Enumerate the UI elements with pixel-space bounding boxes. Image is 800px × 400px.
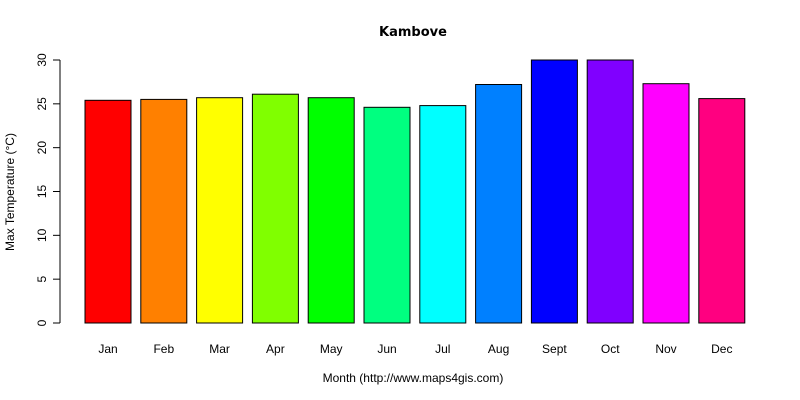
y-tick-label: 10 bbox=[35, 228, 49, 242]
x-tick-label: Jul bbox=[435, 342, 450, 356]
y-axis: 0 5 10 15 20 25 30 bbox=[35, 53, 61, 326]
y-tick-label: 0 bbox=[35, 319, 49, 326]
y-tick-label: 15 bbox=[35, 185, 49, 199]
x-tick-label: Jan bbox=[98, 342, 117, 356]
bar-jul bbox=[419, 105, 467, 324]
x-axis-label: Month (http://www.maps4gis.com) bbox=[323, 371, 504, 385]
x-tick-label: Nov bbox=[655, 342, 676, 356]
y-tick-label: 20 bbox=[35, 141, 49, 155]
x-tick-label: Aug bbox=[488, 342, 509, 356]
bar-jan bbox=[84, 99, 132, 324]
x-tick-label: Oct bbox=[601, 342, 620, 356]
bar-oct bbox=[586, 59, 634, 324]
x-tick-label: Jun bbox=[377, 342, 396, 356]
x-tick-label: Sept bbox=[542, 342, 567, 356]
bars bbox=[84, 59, 746, 324]
bar-sept bbox=[530, 59, 578, 324]
bar-may bbox=[307, 97, 355, 324]
x-tick-label: May bbox=[320, 342, 343, 356]
bar-nov bbox=[642, 83, 690, 324]
x-tick-label: Mar bbox=[209, 342, 230, 356]
chart-title: Kambove bbox=[379, 25, 447, 40]
x-tick-label: Feb bbox=[153, 342, 174, 356]
y-axis-label: Max Temperature (°C) bbox=[3, 133, 17, 251]
bar-apr bbox=[251, 93, 299, 324]
y-tick-label: 25 bbox=[35, 97, 49, 111]
x-axis-labels: Jan Feb Mar Apr May Jun Jul Aug Sept Oct Nov Dec bbox=[98, 342, 732, 356]
bar-feb bbox=[140, 98, 188, 324]
y-tick-label: 5 bbox=[35, 276, 49, 283]
bar-aug bbox=[475, 84, 523, 324]
y-tick-label: 30 bbox=[35, 53, 49, 67]
bar-jun bbox=[363, 106, 411, 324]
bar-dec bbox=[698, 98, 746, 324]
x-tick-label: Apr bbox=[266, 342, 285, 356]
x-tick-label: Dec bbox=[711, 342, 732, 356]
bar-mar bbox=[196, 97, 244, 324]
